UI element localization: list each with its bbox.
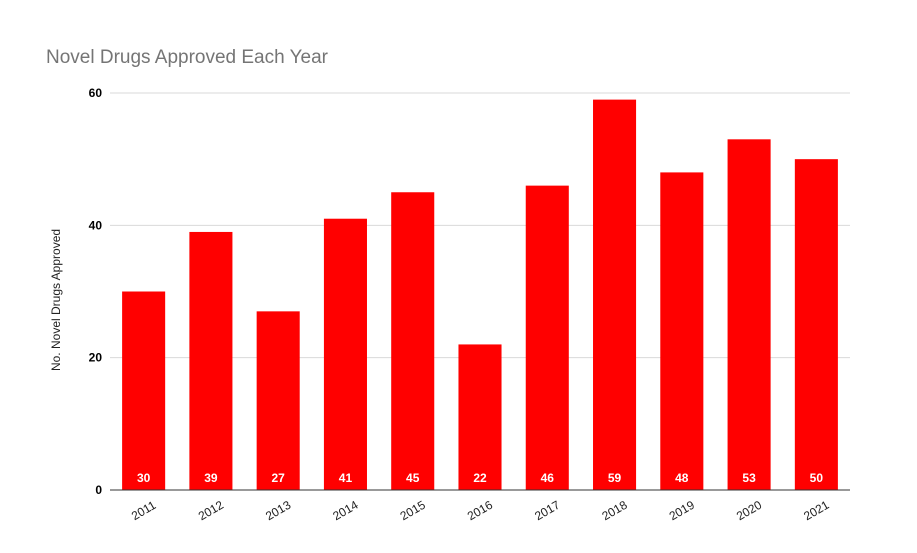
- y-tick-label: 60: [89, 86, 103, 100]
- data-labels: 30 39 27 41 45 22 46 59 48 53 50: [137, 471, 823, 485]
- bar-2018: [593, 99, 637, 490]
- bar-2016: [458, 344, 502, 490]
- bar-2012: [189, 231, 233, 490]
- x-tick-label-2013: 2013: [263, 498, 293, 524]
- y-axis-ticks: 0 20 40 60: [89, 86, 103, 497]
- bar-2014: [323, 218, 367, 490]
- x-tick-label-2020: 2020: [734, 498, 764, 524]
- x-tick-label-2011: 2011: [129, 498, 159, 523]
- x-tick-label-2012: 2012: [196, 498, 226, 524]
- data-label-2011: 30: [137, 471, 151, 485]
- bar-2020: [727, 139, 771, 491]
- x-tick-label-2018: 2018: [599, 498, 629, 524]
- chart-title: Novel Drugs Approved Each Year: [46, 47, 329, 68]
- y-axis-label: No. Novel Drugs Approved: [49, 229, 63, 371]
- x-tick-label-2021: 2021: [801, 498, 831, 524]
- data-label-2021: 50: [810, 471, 824, 485]
- data-label-2014: 41: [339, 471, 353, 485]
- bars: [122, 99, 838, 491]
- x-axis-ticks: 2011 2012 2013 2014 2015 2016 2017 2018 2019 2020…: [129, 498, 832, 524]
- data-label-2018: 59: [608, 471, 622, 485]
- y-tick-label: 20: [89, 351, 103, 365]
- bar-2017: [525, 185, 569, 490]
- x-tick-label-2015: 2015: [398, 498, 428, 524]
- data-label-2016: 22: [473, 471, 487, 485]
- data-label-2012: 39: [204, 471, 218, 485]
- bar-2011: [122, 291, 166, 490]
- x-tick-label-2019: 2019: [667, 498, 697, 524]
- x-tick-label-2017: 2017: [532, 498, 562, 524]
- data-label-2019: 48: [675, 471, 689, 485]
- y-tick-label: 0: [95, 483, 102, 497]
- x-tick-label-2014: 2014: [330, 498, 360, 524]
- bar-2015: [391, 192, 435, 490]
- y-tick-label: 40: [89, 218, 103, 232]
- data-label-2017: 46: [541, 471, 555, 485]
- data-label-2013: 27: [272, 471, 286, 485]
- data-label-2020: 53: [742, 471, 756, 485]
- bar-2013: [256, 311, 300, 490]
- data-label-2015: 45: [406, 471, 420, 485]
- bar-2021: [794, 159, 838, 490]
- bar-2019: [660, 172, 704, 490]
- x-tick-label-2016: 2016: [465, 498, 495, 524]
